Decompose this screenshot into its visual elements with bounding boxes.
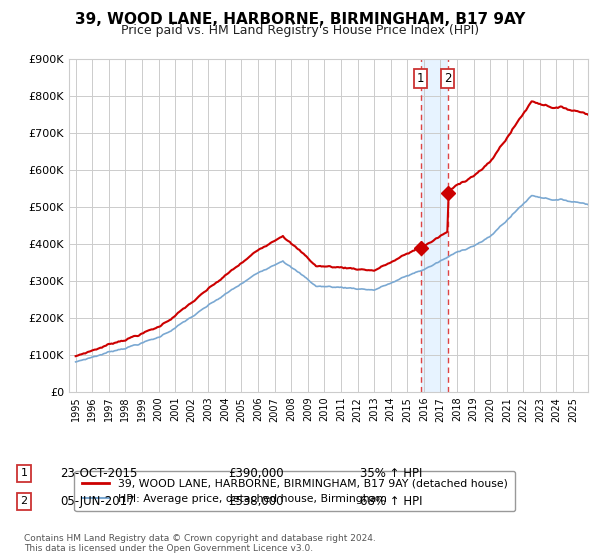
Text: 35% ↑ HPI: 35% ↑ HPI [360, 466, 422, 480]
Text: Contains HM Land Registry data © Crown copyright and database right 2024.
This d: Contains HM Land Registry data © Crown c… [24, 534, 376, 553]
Text: £390,000: £390,000 [228, 466, 284, 480]
Text: 05-JUN-2017: 05-JUN-2017 [60, 494, 134, 508]
Text: Price paid vs. HM Land Registry's House Price Index (HPI): Price paid vs. HM Land Registry's House … [121, 24, 479, 36]
Text: 68% ↑ HPI: 68% ↑ HPI [360, 494, 422, 508]
Text: 23-OCT-2015: 23-OCT-2015 [60, 466, 137, 480]
Text: 2: 2 [20, 496, 28, 506]
Text: 2: 2 [444, 72, 451, 85]
Legend: 39, WOOD LANE, HARBORNE, BIRMINGHAM, B17 9AY (detached house), HPI: Average pric: 39, WOOD LANE, HARBORNE, BIRMINGHAM, B17… [74, 471, 515, 511]
Text: 39, WOOD LANE, HARBORNE, BIRMINGHAM, B17 9AY: 39, WOOD LANE, HARBORNE, BIRMINGHAM, B17… [75, 12, 525, 27]
Text: 1: 1 [20, 468, 28, 478]
Bar [421, 59, 448, 392]
Text: £538,000: £538,000 [228, 494, 284, 508]
Text: 1: 1 [417, 72, 425, 85]
